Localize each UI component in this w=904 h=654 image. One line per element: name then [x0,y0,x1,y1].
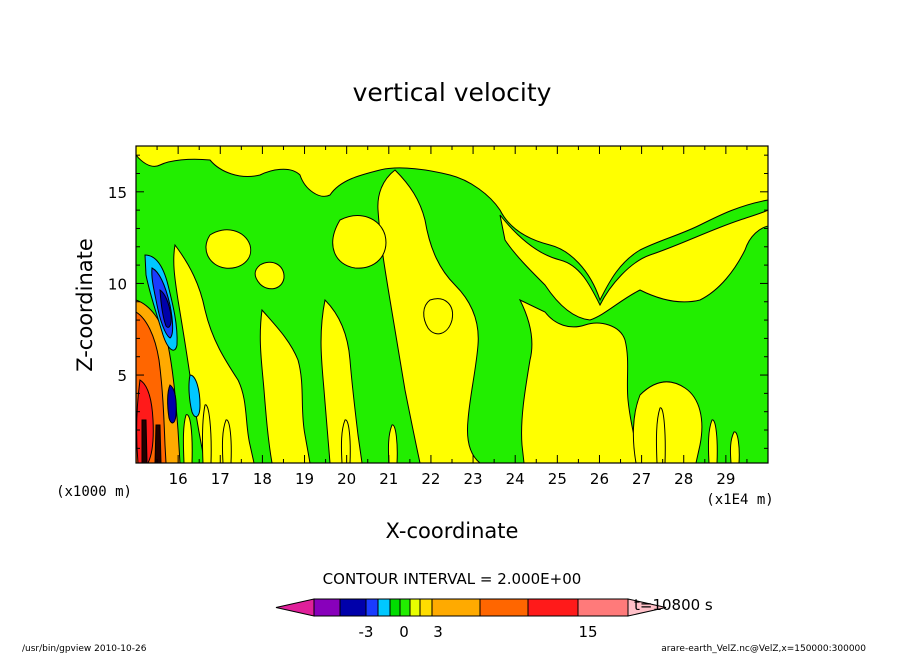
colorbar-swatch [365,598,379,617]
region-blob-d [423,298,454,335]
x-tick-label: 23 [464,470,483,488]
streak-7 [707,419,718,463]
x-axis-label: X-coordinate [386,519,519,543]
footer-right: arare-earth_VelZ.nc@VelZ,x=150000:300000 [661,644,866,654]
colorbar-swatch [527,598,579,617]
surface-streaks [182,404,740,463]
left-boundary-cells [136,254,201,463]
colorbar-swatch [577,598,629,617]
y-axis-label: Z-coordinate [73,238,97,372]
x-axis: 16 17 18 19 20 21 22 23 24 25 26 27 28 29 [135,146,769,488]
x-unit-label: (x1E4 m) [706,492,773,508]
streak-6 [655,407,666,463]
x-tick-label: 29 [716,470,735,488]
cell-dark-stripe-2 [154,424,162,463]
x-tick-label: 28 [674,470,693,488]
y-unit-label: (x1000 m) [56,484,132,500]
streak-2 [201,404,212,463]
region-blob-a [332,215,387,269]
region-blob-c [632,381,703,463]
contour-interval-label: CONTOUR INTERVAL = 2.000E+00 [323,570,582,588]
region-blob-e [254,261,285,290]
region-mid-left [259,308,311,463]
chart-title: vertical velocity [353,78,552,107]
y-tick-label: 5 [117,367,127,385]
x-tick-label: 21 [379,470,398,488]
colorbar-swatch [431,598,481,617]
colorbar-tick-label: 0 [399,623,409,641]
colorbar-swatch [377,598,391,617]
streak-4 [340,419,351,463]
streak-5 [387,424,398,463]
footer-left: /usr/bin/gpview 2010-10-26 [22,644,147,654]
y-axis: 5 10 15 [108,154,768,449]
x-tick-label: 22 [421,470,440,488]
x-tick-label: 20 [337,470,356,488]
region-mid [320,298,363,463]
colorbar-arrow-low [275,598,315,617]
colorbar-tick-label: 3 [433,623,443,641]
region-right-lower [518,298,641,463]
colorbar-swatch [409,598,421,617]
streak-1 [182,414,193,463]
cell-dark-stripe [141,419,148,463]
colorbar-swatch [339,598,367,617]
x-tick-label: 26 [590,470,609,488]
y-tick-label: 10 [108,275,127,293]
region-top-band [136,146,768,302]
x-tick-label: 25 [548,470,567,488]
colorbar-swatch [419,598,433,617]
x-tick-label: 24 [506,470,525,488]
colorbar-tick-label: 15 [578,623,597,641]
cell-navy-lower [167,384,177,424]
cell-cyan-lower [188,374,201,418]
colorbar-tick-label: -3 [359,623,374,641]
colorbar-swatch [399,598,411,617]
colorbar-swatch [313,598,341,617]
time-label: t=10800 s [634,596,713,614]
plot-area [136,146,768,463]
positive-regions [136,146,768,463]
colorbar: -3 0 3 15 [275,598,667,641]
colorbar-arrow-high [627,598,667,617]
streak-8 [729,431,740,463]
x-tick-label: 27 [632,470,651,488]
y-tick-label: 15 [108,184,127,202]
x-tick-label: 17 [211,470,230,488]
x-tick-label: 16 [169,470,188,488]
cell-navy [159,289,172,328]
x-tick-label: 19 [295,470,314,488]
region-mid-right [499,209,768,321]
colorbar-swatch [479,598,529,617]
x-tick-label: 18 [253,470,272,488]
colorbar-swatch [389,598,401,617]
region-blob-b [205,229,252,269]
streak-3 [221,419,232,463]
region-left-plume [173,243,255,463]
